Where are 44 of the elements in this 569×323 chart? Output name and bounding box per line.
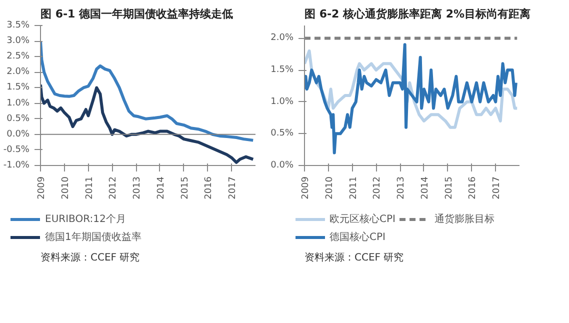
x-tick-label: 2010 <box>324 176 335 200</box>
x-tick-label: 2015 <box>180 176 190 200</box>
line-series <box>304 43 518 154</box>
x-tick-label: 2009 <box>37 176 47 200</box>
x-tick-label: 2013 <box>396 176 407 200</box>
y-tick-label: 1.0% <box>6 98 30 108</box>
x-tick-label: 2010 <box>60 176 71 200</box>
x-tick-label: 2014 <box>420 176 430 200</box>
y-tick-label: 1.5% <box>270 65 294 76</box>
x-tick-label: 2017 <box>492 176 502 200</box>
y-tick-label: 2.0% <box>6 67 30 78</box>
y-tick-label: 0.0% <box>6 129 30 140</box>
x-tick-label: 2009 <box>301 176 311 200</box>
text: 资料来源：CCEF 研究 <box>304 252 404 264</box>
x-tick-label: 2016 <box>204 176 214 200</box>
x-tick-label: 2016 <box>468 176 478 200</box>
x-tick-label: 2015 <box>444 176 454 200</box>
x-tick-label: 2013 <box>132 176 143 200</box>
y-tick-label: -1.0% <box>3 160 30 170</box>
line-series <box>40 40 255 142</box>
x-tick-label: 2012 <box>372 176 383 200</box>
y-tick-label: 0.0% <box>270 160 294 170</box>
legend-label: 德国核心CPI <box>330 230 386 244</box>
x-tick-label: 2017 <box>228 176 238 200</box>
y-tick-label: 3.0% <box>6 36 30 46</box>
y-tick-label: 1.5% <box>6 82 30 93</box>
y-tick-label: 3.5% <box>6 20 30 30</box>
y-tick-label: 2.0% <box>270 33 294 44</box>
y-tick-label: 2.5% <box>6 52 30 62</box>
legend-label: 通货膨胀目标 <box>434 212 494 226</box>
legend-label: EURIBOR:12个月 <box>45 213 126 226</box>
legend-label: 德国1年期国债收益率 <box>45 230 142 244</box>
y-tick-label: -0.5% <box>3 144 30 155</box>
chart-title: 图 6-1 德国一年期国债收益率持续走低 <box>40 8 234 20</box>
x-tick-label: 2014 <box>156 176 166 200</box>
text: 资料来源：CCEF 研究 <box>40 252 140 264</box>
x-tick-label: 2011 <box>348 176 359 200</box>
x-tick-label: 2012 <box>108 176 119 200</box>
legend-label: 欧元区核心CPI <box>330 212 396 226</box>
y-tick-label: 0.5% <box>6 114 30 124</box>
y-tick-label: 1.0% <box>270 96 294 107</box>
x-tick-label: 2011 <box>84 176 95 200</box>
y-tick-label: 0.5% <box>270 128 294 139</box>
chart-title: 图 6-2 核心通货膨胀率距离 2%目标尚有距离 <box>304 8 531 20</box>
